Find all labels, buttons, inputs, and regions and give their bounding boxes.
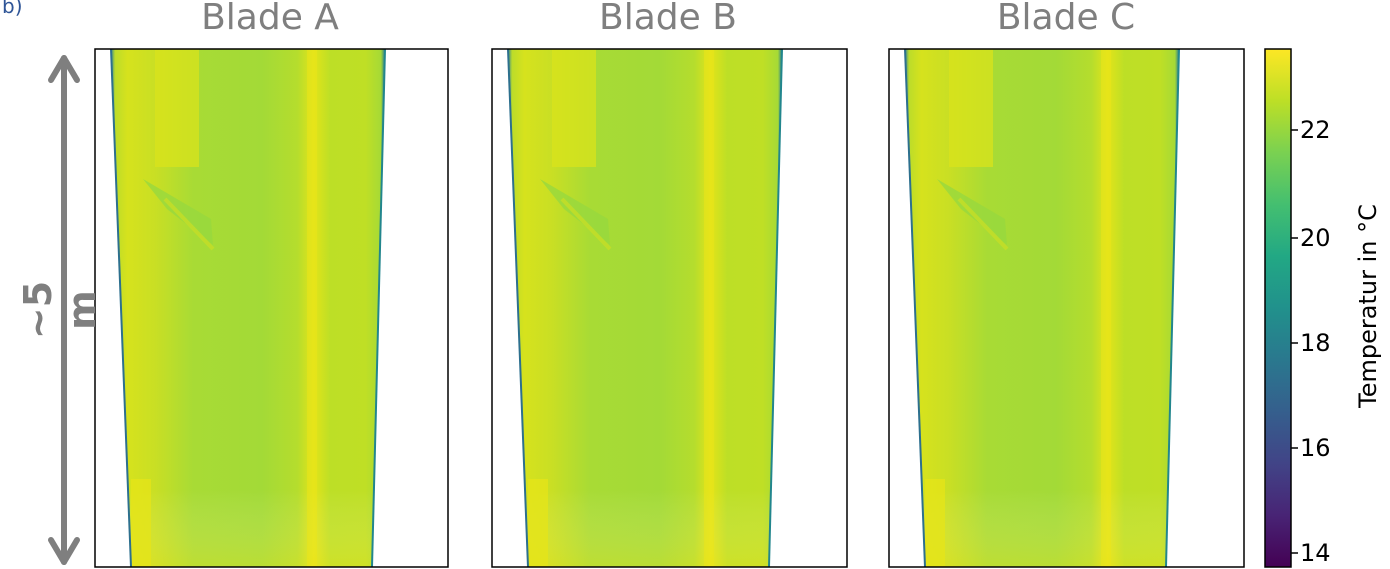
panel-title-c: Blade C — [996, 0, 1136, 38]
panel-frame — [491, 48, 848, 568]
panel-title-a: Blade A — [201, 0, 339, 38]
colorbar-label: Temperatur in °C — [1354, 204, 1382, 408]
panel-frame — [94, 48, 449, 568]
colorbar-tick-label: 22 — [1300, 116, 1331, 144]
panel-letter-label: b) — [2, 0, 23, 18]
colorbar-tick-label: 14 — [1300, 539, 1331, 567]
panel-title-b: Blade B — [599, 0, 737, 38]
colorbar — [1264, 48, 1298, 568]
panel-frame — [888, 48, 1245, 568]
dimension-arrow — [48, 55, 80, 565]
colorbar-tick-label: 18 — [1300, 329, 1331, 357]
colorbar-frame — [1264, 48, 1292, 568]
dimension-label: ~5 m — [16, 280, 104, 340]
colorbar-tick-label: 20 — [1300, 224, 1331, 252]
colorbar-tick-label: 16 — [1300, 434, 1331, 462]
panel-blade-a — [94, 47, 449, 569]
colorbar-gradient — [1265, 49, 1291, 567]
colorbar-ticks — [1291, 129, 1298, 554]
panel-blade-c — [888, 47, 1245, 569]
panel-blade-b — [491, 47, 848, 569]
